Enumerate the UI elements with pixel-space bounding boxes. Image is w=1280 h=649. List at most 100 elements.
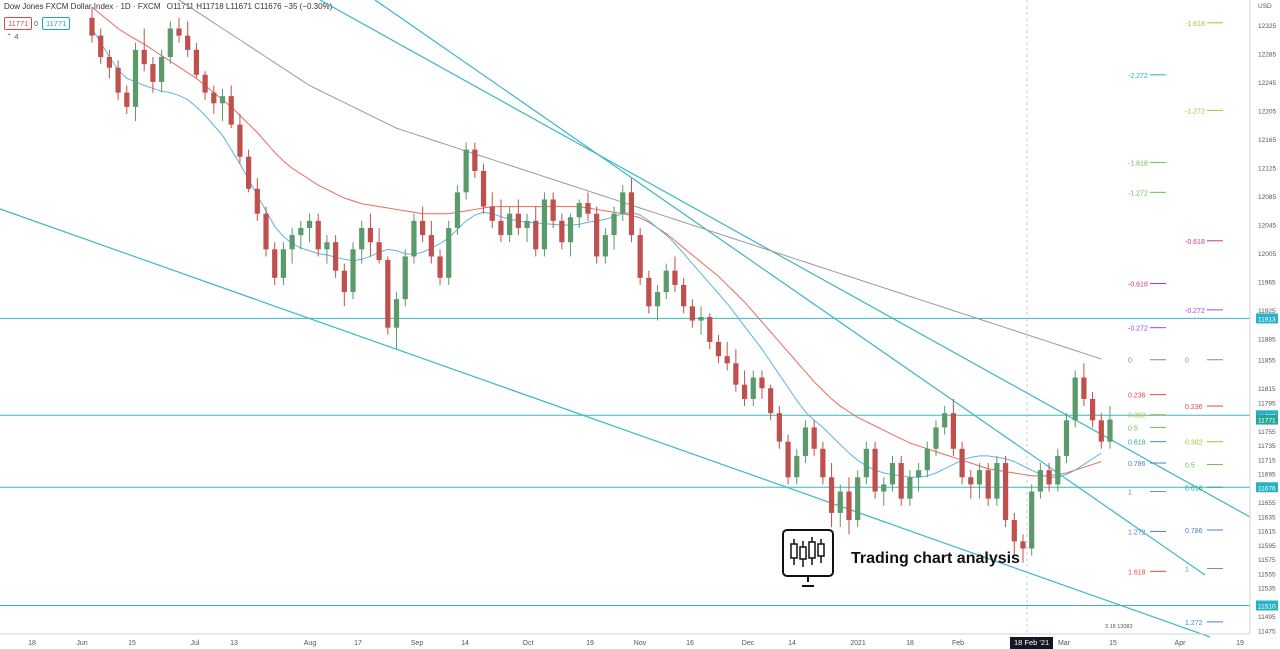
candle-body: [950, 413, 956, 449]
price-tick-label: 11755: [1258, 429, 1276, 436]
candle-body: [802, 427, 809, 456]
time-axis: 18 Jun 15 Jul 13 Aug 17 Sep 14 Oct 19 Nov 16 Dec 14 202…: [0, 0, 1250, 647]
candle-body: [663, 270, 669, 293]
fib-level-label: 0.618: [1185, 485, 1203, 492]
trend-line: [0, 208, 1211, 638]
time-tick-label: 19: [586, 640, 594, 647]
price-flag-label: 11913: [1258, 316, 1276, 323]
candle-body: [863, 448, 869, 478]
candle-body: [446, 227, 452, 278]
candle-body: [907, 477, 913, 499]
candle-body: [541, 199, 548, 250]
fib-level-label: 0.618: [1128, 440, 1146, 447]
candle-body: [1055, 455, 1061, 485]
candle-body: [567, 217, 574, 243]
candle-body: [298, 227, 304, 236]
candle-body: [454, 192, 461, 228]
price-tick-label: 12045: [1258, 222, 1276, 229]
candle-body: [550, 199, 556, 221]
ohlc-readout: O11711 H11718 L11671 C11676 −35 (−0.30%): [166, 2, 333, 11]
fib-level-label: -1.272: [1185, 108, 1205, 115]
candle-body: [376, 242, 382, 261]
price-tick-label: 12085: [1258, 194, 1276, 201]
time-tick-label: 18: [906, 640, 914, 647]
candle-body: [646, 277, 652, 307]
fib-level-label: 1.618: [1128, 569, 1146, 576]
candle-body: [559, 220, 565, 243]
sell-price-box[interactable]: 11771: [4, 17, 33, 30]
time-tick-label: 13: [230, 640, 238, 647]
candle-body: [185, 35, 191, 50]
candle-body: [611, 213, 617, 236]
fib-level-label: -0.618: [1185, 239, 1205, 246]
candle-body: [272, 249, 278, 278]
candle-body: [785, 441, 791, 478]
candle-body: [202, 74, 208, 93]
time-tick-label: 2021: [850, 640, 866, 647]
time-tick-label: 18: [28, 640, 36, 647]
candle-body: [689, 306, 695, 321]
candle-body: [1072, 377, 1078, 421]
candle-body: [707, 317, 713, 342]
candle-body: [837, 491, 843, 513]
candle-body: [628, 192, 635, 236]
time-tick-label: 16: [686, 640, 694, 647]
candle-body: [341, 270, 347, 293]
symbol-title[interactable]: Dow Jones FXCM Dollar Index · 1D · FXCM: [4, 2, 161, 11]
price-tick-label: 11925: [1258, 308, 1276, 315]
monitor-stand-icon: [802, 577, 814, 587]
time-tick-label: 15: [128, 640, 136, 647]
time-tick-label: Jul: [191, 640, 200, 647]
price-tick-label: 12125: [1258, 165, 1276, 172]
price-tick-label: 11635: [1258, 514, 1276, 521]
candle-body: [115, 67, 121, 93]
candle-body: [768, 388, 774, 414]
candle-body: [855, 477, 861, 521]
candle-body: [1081, 377, 1087, 399]
candle-body: [280, 249, 287, 278]
candle-body: [1107, 419, 1113, 442]
currency-label: USD: [1258, 3, 1272, 10]
candle-body: [289, 235, 295, 250]
indicator-count: 4: [14, 32, 19, 41]
time-tick-label: 14: [461, 640, 469, 647]
candle-body: [889, 463, 896, 485]
fib-level-label: 0.5: [1128, 425, 1138, 432]
price-flag: [1256, 313, 1278, 324]
candle-body: [820, 448, 826, 478]
candle-body: [976, 470, 983, 485]
fib-level-label: 0: [1185, 358, 1189, 365]
candle-body: [124, 92, 130, 107]
buy-price-box[interactable]: 11771: [42, 17, 71, 30]
price-flag-label: 11510: [1258, 604, 1276, 611]
candle-body: [463, 149, 469, 193]
candle-body: [620, 192, 626, 214]
ma-long-line: [178, 0, 1102, 360]
candle-body: [359, 227, 365, 250]
candle-body: [1037, 470, 1044, 492]
logo-text: Trading chart analysis: [851, 550, 1020, 567]
horizontal-levels: [0, 317, 1250, 607]
fib-level-label: -1.618: [1185, 21, 1205, 28]
trend-line: [319, 0, 1251, 518]
price-flag: [1256, 414, 1278, 425]
price-tick-label: 11965: [1258, 279, 1276, 286]
candle-body: [1098, 420, 1104, 442]
fib-level-label: 0: [1128, 358, 1132, 365]
indicators-toggle[interactable]: ⌃ 4: [6, 32, 19, 41]
fib-level-label: 0.236: [1185, 404, 1203, 411]
candle-body: [585, 203, 591, 214]
price-tick-label: 11695: [1258, 472, 1276, 479]
candle-body: [219, 96, 226, 104]
candle-body: [246, 156, 252, 189]
candle-body: [132, 49, 139, 107]
candle-body: [411, 220, 417, 257]
candle-body: [672, 270, 678, 285]
time-tick-label: Aug: [304, 640, 317, 647]
candle-body: [498, 220, 504, 236]
fib-level-label: 0.786: [1185, 528, 1203, 535]
crosshair-date-flag: 18 Feb '21: [1010, 637, 1054, 649]
price-tick-label: 11615: [1258, 529, 1276, 536]
time-tick-label: Jun: [76, 640, 87, 647]
